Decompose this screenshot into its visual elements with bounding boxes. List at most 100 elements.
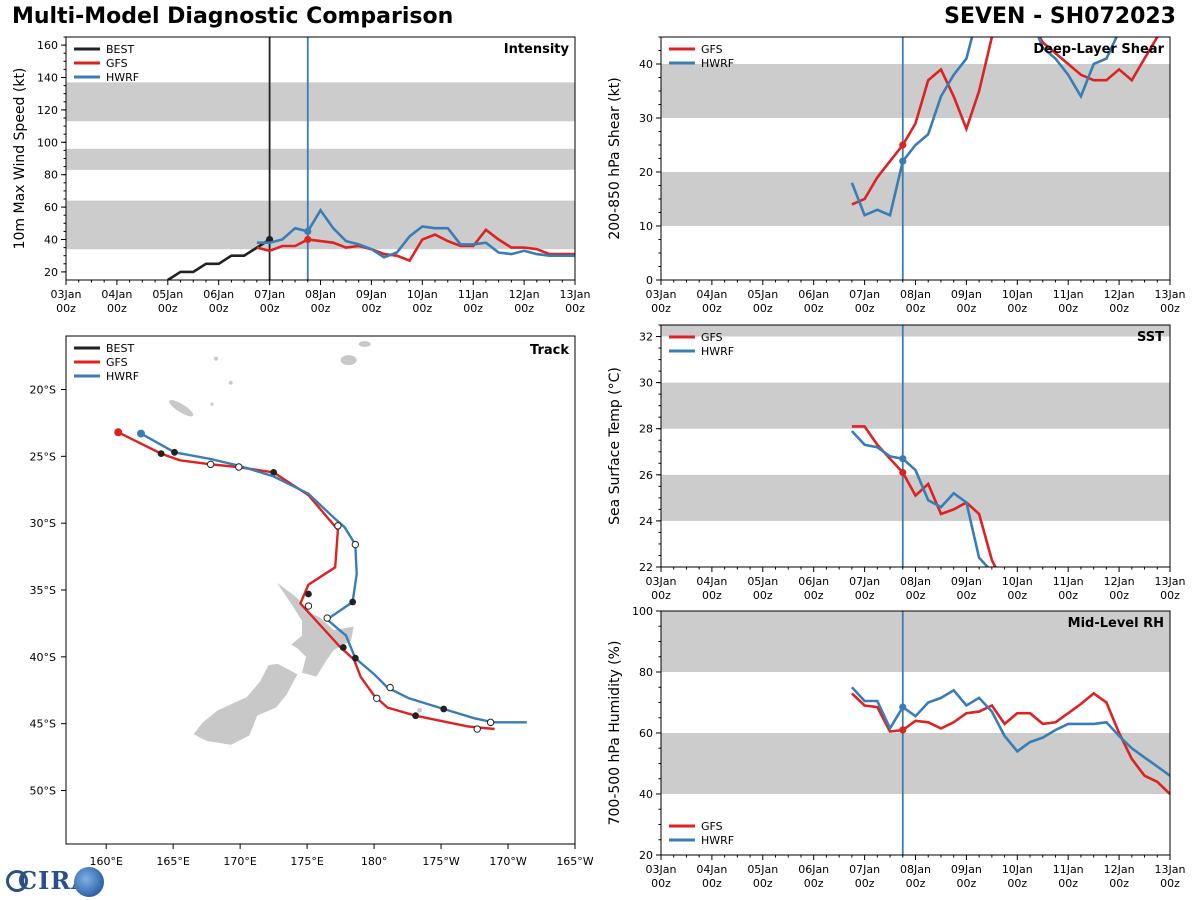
track-point-open — [473, 725, 481, 733]
land-masses — [169, 341, 423, 746]
y-tick-label: 22 — [639, 561, 653, 574]
axes-frame — [65, 335, 576, 845]
figure-title: Multi-Model Diagnostic Comparison — [12, 4, 454, 29]
y-tick-label: 20 — [639, 849, 653, 862]
y-axis-label: 700-500 hPa Humidity (%) — [607, 641, 623, 826]
shade-band — [661, 172, 1170, 226]
y-tick-label: 26 — [639, 469, 653, 482]
globe-icon — [74, 867, 104, 897]
track-point-filled — [349, 598, 357, 606]
south-island-shape — [192, 663, 299, 746]
y-tick-label: 60 — [44, 201, 58, 214]
y-tick-label: 20°S — [30, 383, 56, 396]
shear-panel: 01020304003Jan00z04Jan00z05Jan00z06Jan00… — [607, 36, 1185, 315]
new-caledonia-island — [169, 400, 194, 417]
track-line-gfs — [117, 431, 495, 731]
x-tick-label: 00z — [1109, 877, 1129, 890]
x-tick-label: 00z — [651, 877, 671, 890]
shade-band — [661, 325, 1170, 337]
x-tick-label: 10Jan — [407, 288, 438, 301]
x-tick-label: 00z — [1160, 302, 1180, 315]
y-tick-label: 40 — [639, 788, 653, 801]
track-point-filled — [412, 712, 420, 720]
x-tick-label: 09Jan — [951, 863, 982, 876]
x-tick-label: 170°E — [223, 855, 256, 868]
x-tick-label: 00z — [651, 589, 671, 602]
y-axis-label: Sea Surface Temp (°C) — [607, 367, 623, 525]
x-tick-label: 00z — [362, 302, 382, 315]
legend-label-hwrf: HWRF — [106, 370, 139, 383]
x-tick-label: 12Jan — [1104, 575, 1135, 588]
y-tick-label: 32 — [639, 331, 653, 344]
x-tick-label: 04Jan — [696, 288, 727, 301]
y-tick-label: 80 — [44, 169, 58, 182]
series-marker-hwrf — [899, 703, 907, 711]
x-tick-label: 03Jan — [646, 575, 677, 588]
legend-label-hwrf: HWRF — [106, 71, 139, 84]
rh-panel: 2040608010003Jan00z04Jan00z05Jan00z06Jan… — [607, 605, 1185, 890]
vanuatu-island — [228, 380, 233, 385]
x-tick-label: 175°E — [290, 855, 323, 868]
x-tick-label: 11Jan — [1053, 575, 1084, 588]
y-tick-label: 40°S — [30, 651, 56, 664]
loyalty-island — [210, 402, 214, 406]
y-axis-label: 200-850 hPa Shear (kt) — [607, 77, 623, 239]
legend-label-hwrf: HWRF — [701, 345, 734, 358]
legend-label-gfs: GFS — [106, 356, 128, 369]
x-tick-label: 00z — [107, 302, 127, 315]
x-tick-label: 09Jan — [951, 288, 982, 301]
x-tick-label: 12Jan — [1104, 863, 1135, 876]
track-point-open — [373, 694, 381, 702]
y-tick-label: 25°S — [30, 450, 56, 463]
x-tick-label: 12Jan — [1104, 288, 1135, 301]
x-tick-label: 00z — [753, 302, 773, 315]
x-tick-label: 04Jan — [696, 575, 727, 588]
cira-logo: CIRA — [4, 866, 108, 898]
x-tick-label: 12Jan — [509, 288, 540, 301]
legend-label-gfs: GFS — [701, 331, 723, 344]
x-tick-label: 10Jan — [1002, 288, 1033, 301]
y-tick-label: 20 — [44, 266, 58, 279]
shade-band — [661, 611, 1170, 672]
x-tick-label: 00z — [514, 302, 534, 315]
x-tick-label: 00z — [1058, 877, 1078, 890]
y-tick-label: 80 — [639, 666, 653, 679]
north-island-shape — [276, 581, 355, 678]
track-point-open — [304, 602, 313, 610]
x-tick-label: 00z — [957, 302, 977, 315]
x-tick-label: 00z — [804, 589, 824, 602]
x-tick-label: 00z — [906, 877, 926, 890]
shade-band — [66, 148, 575, 170]
series-line-gfs — [851, 425, 997, 567]
y-tick-label: 30 — [639, 112, 653, 125]
x-tick-label: 10Jan — [1002, 575, 1033, 588]
y-tick-label: 120 — [37, 104, 58, 117]
x-tick-label: 07Jan — [849, 288, 880, 301]
x-tick-label: 09Jan — [356, 288, 387, 301]
y-axis-label: 10m Max Wind Speed (kt) — [12, 68, 28, 250]
x-tick-label: 07Jan — [849, 575, 880, 588]
x-tick-label: 05Jan — [152, 288, 183, 301]
x-tick-label: 13Jan — [560, 288, 591, 301]
shade-band — [66, 82, 575, 122]
legend-label-hwrf: HWRF — [701, 57, 734, 70]
y-tick-label: 40 — [44, 234, 58, 247]
panel-title: Intensity — [504, 42, 570, 57]
x-tick-label: 00z — [565, 302, 585, 315]
series-marker-gfs — [899, 468, 907, 477]
y-tick-label: 30 — [639, 377, 653, 390]
x-tick-label: 00z — [1007, 877, 1027, 890]
series-marker-gfs — [899, 141, 907, 149]
panel-title: Mid-Level RH — [1068, 616, 1164, 631]
x-tick-label: 07Jan — [254, 288, 285, 301]
legend-label-gfs: GFS — [701, 43, 723, 56]
x-tick-label: 11Jan — [458, 288, 489, 301]
series-line-hwrf — [850, 430, 990, 567]
y-tick-label: 50°S — [30, 785, 56, 798]
x-tick-label: 13Jan — [1155, 575, 1186, 588]
shade-band — [661, 382, 1170, 429]
series-marker-gfs — [899, 726, 907, 734]
x-tick-label: 06Jan — [798, 575, 829, 588]
intensity-panel: 2040608010012014016003Jan00z04Jan00z05Ja… — [12, 36, 591, 315]
